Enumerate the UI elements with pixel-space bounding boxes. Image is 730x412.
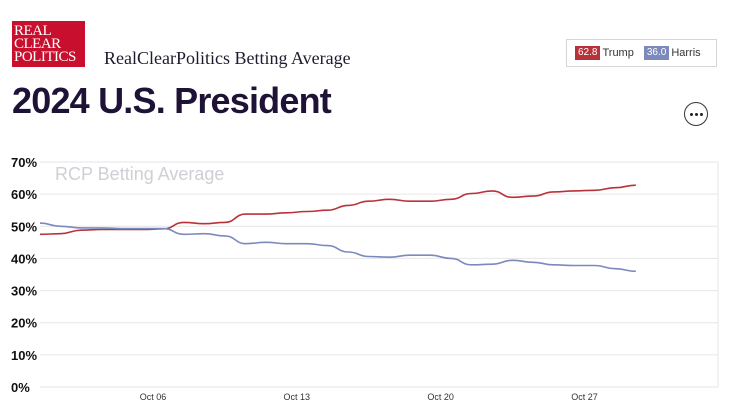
logo-line-2: CLEAR	[14, 35, 61, 52]
x-tick-label: Oct 27	[571, 392, 598, 402]
series-line-harris[interactable]	[39, 222, 636, 273]
y-tick-label: 40%	[11, 251, 37, 266]
y-tick-label: 60%	[11, 187, 37, 202]
brand-name: RealClearPolitics Betting Average	[104, 48, 351, 68]
legend-item-harris[interactable]: 36.0 Harris	[643, 46, 701, 60]
page-title: 2024 U.S. President	[12, 80, 332, 121]
x-tick-label: Oct 06	[140, 392, 167, 402]
legend-item-trump[interactable]: 62.8 Trump	[575, 46, 634, 60]
chart-watermark: RCP Betting Average	[55, 164, 224, 184]
trump-legend-label: Trump	[602, 47, 634, 59]
x-tick-label: Oct 20	[427, 392, 454, 402]
series-line-trump[interactable]	[39, 184, 636, 236]
y-tick-label: 0%	[11, 380, 30, 395]
trump-value-badge: 62.8	[575, 46, 601, 60]
rcp-logo[interactable]: REAL CLEAR POLITICS	[12, 21, 85, 67]
ellipsis-icon	[689, 112, 693, 116]
logo-line-1: REAL	[14, 22, 52, 39]
ellipsis-icon-dot	[694, 112, 698, 116]
y-tick-label: 10%	[11, 348, 37, 363]
harris-value-badge: 36.0	[643, 46, 670, 60]
y-tick-label: 50%	[11, 219, 37, 234]
y-tick-label: 30%	[11, 284, 37, 299]
y-tick-label: 70%	[11, 155, 37, 170]
more-options-button[interactable]	[684, 102, 708, 126]
ellipsis-icon-dot	[699, 112, 703, 116]
x-tick-label: Oct 13	[284, 392, 311, 402]
y-tick-label: 20%	[11, 316, 37, 331]
logo-line-3: POLITICS	[14, 48, 76, 65]
harris-legend-label: Harris	[671, 47, 701, 59]
legend: 62.8 Trump 36.0 Harris	[566, 39, 717, 67]
